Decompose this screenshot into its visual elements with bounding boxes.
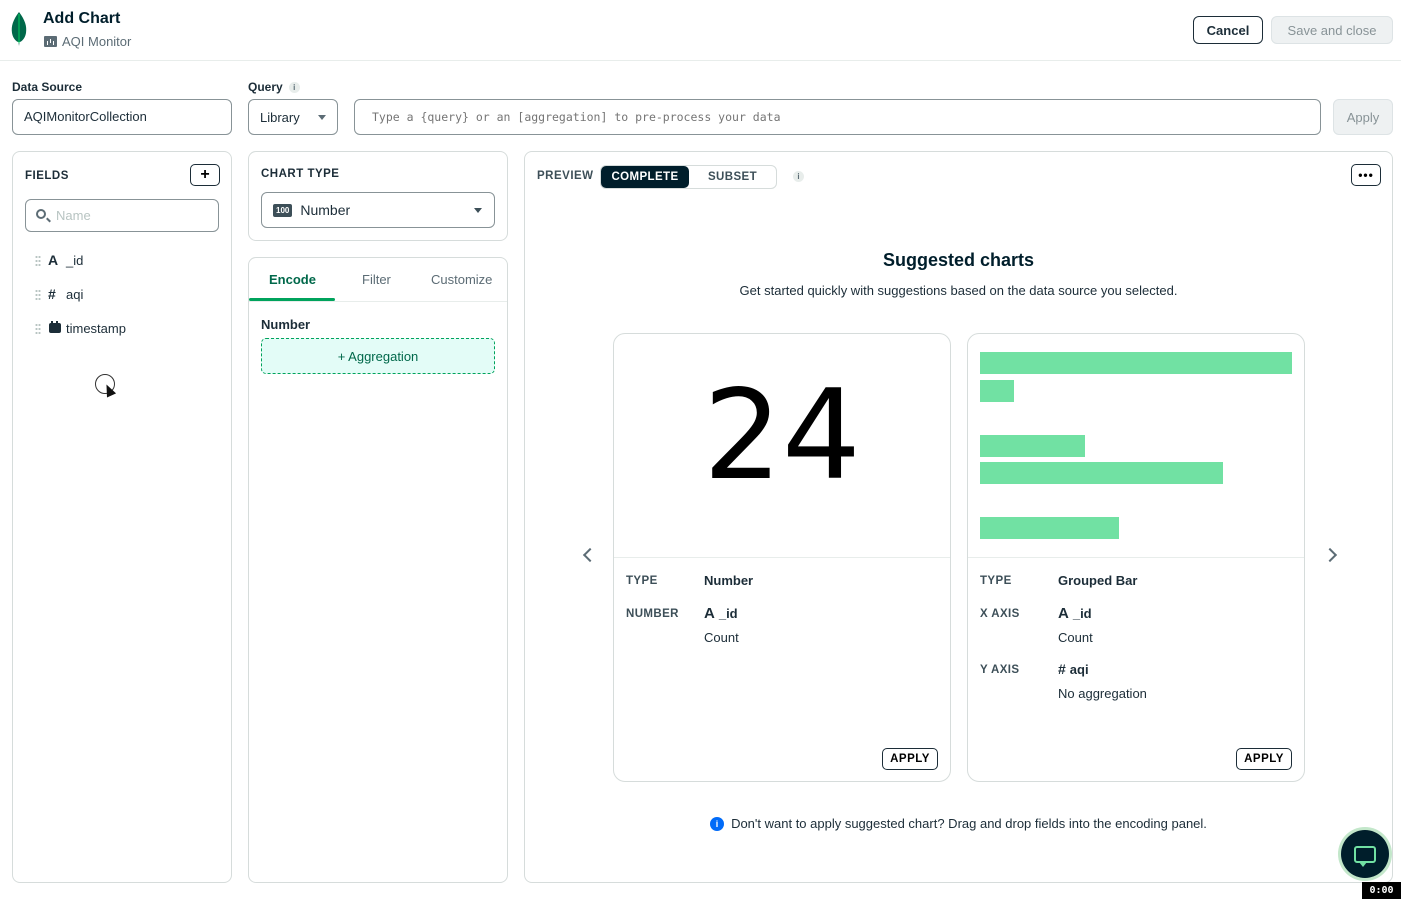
- dashboard-icon: [44, 36, 57, 47]
- meta-value: Grouped Bar: [1058, 573, 1138, 588]
- cursor-highlight: [95, 374, 115, 394]
- number-preview-value: 24: [703, 364, 861, 508]
- meta-agg: Count: [1058, 630, 1093, 645]
- string-type-icon: A: [704, 605, 715, 622]
- data-source-select[interactable]: AQIMonitorCollection: [12, 99, 232, 135]
- apply-suggestion-button[interactable]: APPLY: [1236, 748, 1292, 770]
- meta-field-name: aqi: [1069, 662, 1089, 677]
- chart-type-value: Number: [300, 202, 351, 218]
- query-label: Query i: [248, 80, 300, 94]
- field-item-aqi[interactable]: # aqi: [35, 284, 83, 304]
- drag-hint: i Don't want to apply suggested chart? D…: [525, 816, 1392, 831]
- preview-panel: PREVIEW COMPLETE SUBSET i ••• Suggested …: [524, 151, 1393, 883]
- field-item-id[interactable]: A _id: [35, 250, 83, 270]
- cancel-button[interactable]: Cancel: [1193, 16, 1263, 44]
- apply-suggestion-button[interactable]: APPLY: [882, 748, 938, 770]
- field-search-placeholder: Name: [56, 208, 91, 223]
- meta-field-name: _id: [718, 606, 738, 621]
- drag-hint-text: Don't want to apply suggested chart? Dra…: [731, 816, 1207, 831]
- preview-bar: [980, 352, 1292, 374]
- chevron-right-icon[interactable]: [1322, 547, 1338, 563]
- dashboard-name: AQI Monitor: [62, 34, 132, 49]
- tab-filter[interactable]: Filter: [362, 272, 391, 287]
- string-type-icon: A: [1058, 605, 1069, 622]
- info-icon[interactable]: i: [793, 171, 804, 182]
- meta-field-name: _id: [1072, 606, 1092, 621]
- suggested-charts-title: Suggested charts: [882, 250, 1035, 270]
- fields-panel: FIELDS + Name A _id # aqi timestamp: [12, 151, 232, 883]
- meta-agg: No aggregation: [1058, 686, 1147, 701]
- encode-tabs: Encode Filter Customize: [249, 258, 507, 302]
- query-input[interactable]: [354, 99, 1321, 135]
- meta-label: Y AXIS: [980, 664, 1020, 676]
- meta-field: A _id: [1058, 605, 1092, 622]
- drag-handle-icon[interactable]: [35, 322, 41, 334]
- preview-bar: [980, 517, 1119, 539]
- search-icon: [36, 209, 46, 219]
- sample-mode-toggle: COMPLETE SUBSET: [600, 165, 777, 189]
- meta-label: NUMBER: [626, 608, 679, 620]
- dashboard-breadcrumb: AQI Monitor: [44, 34, 131, 49]
- number-channel-label: Number: [261, 317, 311, 332]
- card-divider: [614, 557, 950, 558]
- meta-field: A _id: [704, 605, 738, 622]
- chart-type-panel: CHART TYPE 100 Number: [248, 151, 508, 241]
- page-title: Add Chart: [43, 10, 121, 27]
- field-item-timestamp[interactable]: timestamp: [35, 318, 126, 338]
- drag-handle-icon[interactable]: [35, 254, 41, 266]
- preview-bar: [980, 462, 1223, 484]
- field-name: timestamp: [66, 320, 126, 336]
- chevron-left-icon[interactable]: [582, 547, 598, 563]
- tab-customize[interactable]: Customize: [431, 272, 493, 287]
- suggestion-card-number[interactable]: 24 TYPE Number NUMBER A _id Count APPLY: [613, 333, 951, 782]
- query-apply-button[interactable]: Apply: [1333, 99, 1393, 135]
- info-icon: i: [710, 816, 725, 831]
- field-name: _id: [66, 252, 84, 268]
- preview-bar: [980, 434, 1085, 457]
- chart-type-select[interactable]: 100 Number: [261, 192, 495, 228]
- data-source-label: Data Source: [12, 80, 83, 94]
- aggregation-dropzone[interactable]: + Aggregation: [261, 338, 495, 374]
- header: Add Chart AQI Monitor Cancel Save and cl…: [0, 0, 1401, 61]
- chart-type-title: CHART TYPE: [261, 168, 340, 180]
- suggested-charts-subtitle: Get started quickly with suggestions bas…: [739, 283, 1178, 298]
- meta-agg: Count: [704, 630, 739, 645]
- date-type-icon: [49, 321, 61, 333]
- encode-panel: Encode Filter Customize Number + Aggrega…: [248, 257, 508, 883]
- card-divider: [968, 557, 1304, 558]
- preview-label: PREVIEW: [537, 170, 594, 182]
- query-library-select[interactable]: Library: [248, 99, 338, 135]
- field-name: aqi: [66, 286, 84, 302]
- query-library-label: Library: [260, 109, 300, 125]
- recording-timer: 0:00: [1362, 882, 1401, 899]
- more-options-button[interactable]: •••: [1351, 164, 1381, 186]
- drag-handle-icon[interactable]: [35, 288, 41, 300]
- chat-assistant-button[interactable]: [1341, 830, 1389, 878]
- chat-icon: [1354, 845, 1376, 867]
- add-field-button[interactable]: +: [190, 164, 220, 186]
- caret-down-icon: [318, 114, 326, 120]
- meta-label: TYPE: [626, 575, 658, 587]
- query-label-text: Query: [248, 80, 283, 94]
- field-search-input[interactable]: Name: [25, 199, 219, 232]
- suggestion-card-grouped-bar[interactable]: TYPE Grouped Bar X AXIS A _id Count Y AXI…: [967, 333, 1305, 782]
- number-type-icon: #: [48, 286, 56, 302]
- tab-encode[interactable]: Encode: [269, 272, 316, 287]
- preview-bar: [980, 379, 1014, 402]
- save-and-close-button[interactable]: Save and close: [1271, 16, 1393, 44]
- string-type-icon: A: [48, 252, 59, 268]
- number-chart-icon: 100: [273, 203, 293, 217]
- fields-title: FIELDS: [25, 170, 69, 182]
- active-tab-indicator: [249, 298, 335, 301]
- meta-value: Number: [704, 573, 754, 588]
- subset-mode-button[interactable]: SUBSET: [707, 171, 758, 183]
- caret-down-icon: [474, 207, 482, 213]
- mongodb-leaf-icon: [11, 12, 27, 46]
- meta-field: # aqi: [1058, 661, 1089, 677]
- info-icon[interactable]: i: [288, 82, 300, 93]
- meta-label: TYPE: [980, 575, 1012, 587]
- meta-label: X AXIS: [980, 608, 1020, 620]
- complete-mode-button[interactable]: COMPLETE: [601, 166, 689, 188]
- number-type-icon: #: [1058, 661, 1066, 677]
